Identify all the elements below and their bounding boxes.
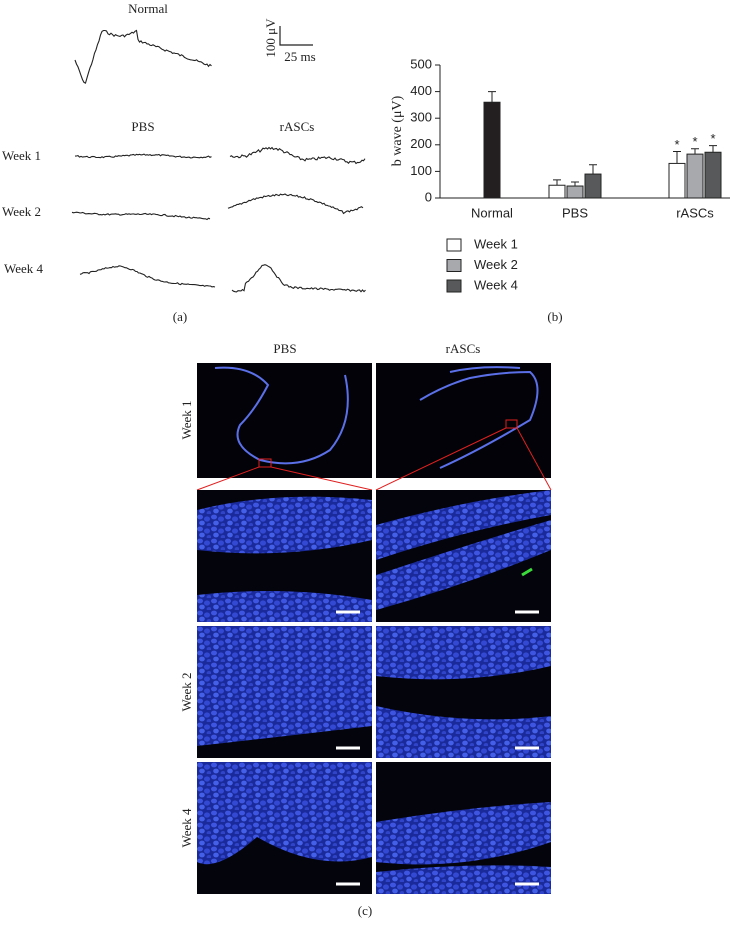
erg-trace (79, 265, 216, 288)
row-label: Week 2 (179, 672, 194, 711)
trace-title: Normal (128, 1, 168, 16)
tissue (197, 626, 372, 676)
error-bar (589, 164, 597, 175)
bar (668, 162, 686, 199)
bar (483, 101, 501, 199)
error-bar (673, 150, 681, 164)
tissue (197, 762, 372, 787)
x-tick-label: rASCs (676, 205, 714, 220)
x-tick-label: PBS (562, 205, 588, 220)
significance-marker: * (692, 134, 697, 149)
tissue (376, 626, 551, 680)
significance-marker: * (674, 137, 679, 152)
zoom-box (258, 458, 272, 468)
panel-label: (c) (358, 903, 372, 918)
y-tick-label: 500 (410, 56, 432, 71)
tissue (376, 706, 551, 758)
error-bar (571, 181, 579, 187)
bar (548, 184, 566, 199)
legend-swatch (446, 259, 462, 272)
x-tick-label: Normal (471, 205, 513, 220)
y-tick-label: 300 (410, 110, 432, 125)
error-bar (709, 145, 717, 153)
column-label: PBS (273, 341, 296, 356)
legend-label: Week 1 (474, 236, 518, 251)
tissue (197, 591, 372, 622)
row-label: Week 2 (2, 204, 41, 219)
panel-label: (b) (547, 309, 562, 324)
error-bar (553, 179, 561, 186)
bar (686, 153, 704, 199)
bar (584, 173, 602, 199)
tissue (197, 767, 372, 865)
error-bar (488, 91, 496, 103)
legend-label: Week 2 (474, 257, 518, 272)
panel-label: (a) (173, 309, 187, 324)
erg-trace (71, 211, 211, 221)
column-label: PBS (131, 119, 154, 134)
row-label: Week 4 (179, 808, 194, 848)
y-tick-label: 400 (410, 83, 432, 98)
y-axis-label: b wave (μV) (390, 95, 405, 166)
y-tick-label: 0 (425, 189, 432, 204)
erg-trace (229, 146, 366, 165)
panel-a: Normal 100 μV 25 ms PBS rASCs Week 1 Wee… (2, 1, 366, 324)
legend-swatch (446, 279, 462, 293)
legend-swatch (446, 238, 462, 252)
column-label: rASCs (280, 119, 315, 134)
erg-trace (231, 264, 366, 293)
micrograph (376, 363, 551, 478)
legend-label: Week 4 (474, 277, 518, 292)
y-tick-label: 100 (410, 163, 432, 178)
row-label: Week 1 (2, 148, 41, 163)
panel-c: PBS rASCs Week 1 Week 2 Week 4 (c) (179, 341, 552, 918)
bar (704, 151, 722, 199)
error-bar (691, 148, 699, 155)
tissue (376, 490, 551, 560)
erg-trace (74, 153, 212, 159)
tissue (376, 802, 551, 865)
scale-bar (279, 26, 313, 46)
erg-trace (74, 29, 212, 84)
scale-y-label: 100 μV (263, 18, 278, 58)
erg-trace (227, 193, 364, 215)
tissue (376, 520, 551, 610)
column-label: rASCs (446, 341, 481, 356)
y-tick-label: 200 (410, 136, 432, 151)
row-label: Week 1 (179, 400, 194, 439)
tissue (197, 496, 372, 554)
zoom-box (505, 419, 518, 429)
significance-marker: * (710, 131, 715, 146)
micrograph (197, 363, 372, 478)
bar (566, 185, 584, 199)
zoom-line (196, 427, 552, 491)
tissue-outline (419, 366, 539, 469)
row-label: Week 4 (4, 261, 44, 276)
scale-x-label: 25 ms (284, 49, 315, 64)
tissue (376, 865, 551, 894)
tissue-outline (214, 366, 349, 465)
gfp-cell (521, 567, 533, 577)
panel-b: (b) b wave (μV) 0 100 200 300 400 500 Normal PB… (390, 56, 730, 324)
